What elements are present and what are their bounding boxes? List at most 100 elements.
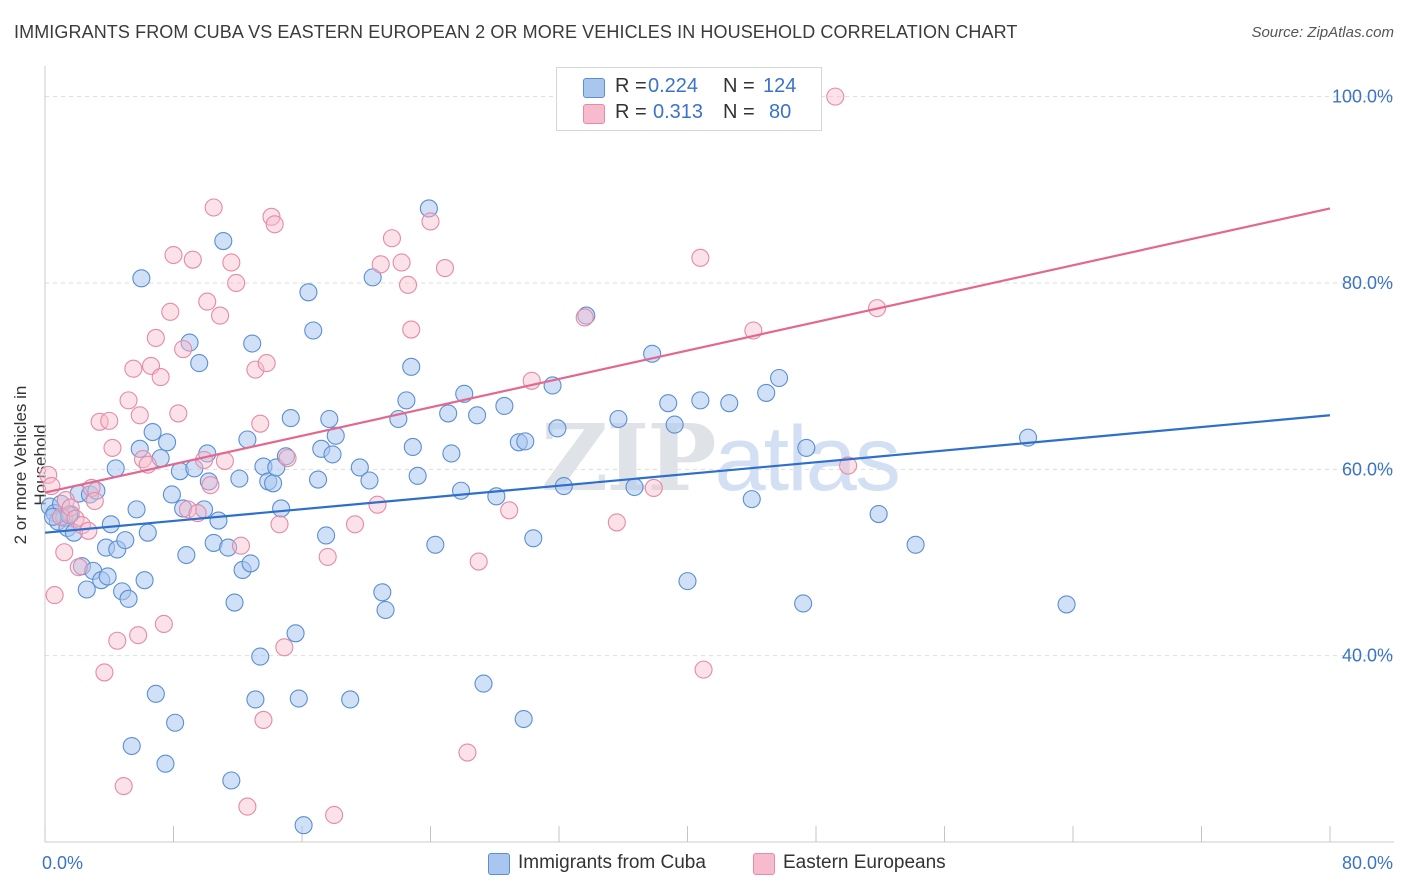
data-point-cuba xyxy=(135,571,154,590)
data-point-eastern-europeans xyxy=(146,328,165,347)
data-point-eastern-europeans xyxy=(119,391,138,410)
data-point-eastern-europeans xyxy=(500,501,519,520)
data-point-cuba xyxy=(524,529,543,548)
y-tick-label: 80.0% xyxy=(1342,273,1393,293)
data-point-cuba xyxy=(209,511,228,530)
data-point-eastern-europeans xyxy=(575,308,594,327)
data-point-cuba xyxy=(127,500,146,519)
data-point-cuba xyxy=(190,354,209,373)
data-point-eastern-europeans xyxy=(164,245,183,265)
data-point-cuba xyxy=(299,283,318,302)
legend-swatch-blue xyxy=(488,853,510,875)
data-point-eastern-europeans xyxy=(270,515,289,534)
legend-swatch-pink xyxy=(753,853,775,875)
data-point-cuba xyxy=(408,466,427,485)
data-point-cuba xyxy=(101,515,120,534)
data-point-cuba xyxy=(156,754,175,773)
data-point-eastern-europeans xyxy=(644,478,663,498)
x-tick-label: 0.0% xyxy=(42,853,83,873)
data-point-cuba xyxy=(286,624,305,643)
data-point-eastern-europeans xyxy=(392,253,411,272)
n-value: 124 xyxy=(763,75,797,97)
data-point-eastern-europeans xyxy=(204,198,223,217)
data-point-eastern-europeans xyxy=(108,631,127,650)
data-point-cuba xyxy=(272,499,291,518)
data-point-eastern-europeans xyxy=(607,513,626,532)
data-point-eastern-europeans xyxy=(458,743,477,762)
n-label: N = xyxy=(723,101,755,123)
data-point-eastern-europeans xyxy=(382,229,402,248)
data-point-eastern-europeans xyxy=(61,498,80,517)
data-point-cuba xyxy=(439,404,458,423)
data-point-cuba xyxy=(138,523,157,542)
data-point-cuba xyxy=(214,231,233,251)
data-point-eastern-europeans xyxy=(265,215,284,234)
r-label: R = xyxy=(615,75,647,97)
data-point-cuba xyxy=(797,438,816,457)
data-point-eastern-europeans xyxy=(435,259,455,278)
data-point-cuba xyxy=(514,709,533,729)
data-point-cuba xyxy=(143,422,162,442)
data-point-cuba xyxy=(225,593,244,612)
data-point-eastern-europeans xyxy=(371,255,390,274)
y-tick-labels: 40.0% 60.0% 80.0% 100.0% xyxy=(1332,87,1393,666)
data-point-cuba xyxy=(516,432,535,451)
stats-legend: R = 0.224 N = 124 R = 0.313 N = 80 xyxy=(556,67,822,131)
data-point-eastern-europeans xyxy=(254,710,273,729)
data-point-eastern-europeans xyxy=(694,660,713,679)
data-point-cuba xyxy=(246,690,265,709)
data-point-eastern-europeans xyxy=(325,805,344,825)
data-point-eastern-europeans xyxy=(194,450,214,470)
data-point-eastern-europeans xyxy=(275,638,294,657)
data-point-cuba xyxy=(770,368,789,388)
data-point-eastern-europeans xyxy=(161,302,180,321)
n-label: N = xyxy=(723,75,755,97)
data-point-eastern-europeans xyxy=(826,87,845,106)
data-point-eastern-europeans xyxy=(238,797,257,816)
data-point-eastern-europeans xyxy=(169,404,188,423)
data-point-cuba xyxy=(294,816,313,835)
data-point-cuba xyxy=(678,572,697,591)
data-point-cuba xyxy=(373,583,392,602)
data-point-eastern-europeans xyxy=(368,495,387,514)
y-tick-label: 100.0% xyxy=(1332,87,1393,107)
data-point-cuba xyxy=(281,409,300,428)
x-tick-labels: 0.0% 80.0% xyxy=(42,853,1393,873)
data-point-eastern-europeans xyxy=(79,521,98,540)
data-point-eastern-europeans xyxy=(222,253,241,272)
data-point-eastern-europeans xyxy=(100,411,119,430)
data-point-eastern-europeans xyxy=(318,547,337,566)
data-point-cuba xyxy=(317,526,336,545)
data-point-cuba xyxy=(1057,595,1076,614)
data-point-cuba xyxy=(757,383,776,402)
data-point-cuba xyxy=(474,674,493,693)
data-point-cuba xyxy=(341,690,360,709)
data-point-cuba xyxy=(794,594,813,613)
data-point-eastern-europeans xyxy=(345,515,365,534)
data-point-eastern-europeans xyxy=(151,368,170,387)
data-point-eastern-europeans xyxy=(211,306,230,325)
data-point-cuba xyxy=(442,444,461,463)
data-point-cuba xyxy=(720,394,739,413)
data-point-eastern-europeans xyxy=(183,250,202,269)
data-point-cuba xyxy=(403,437,422,457)
data-point-cuba xyxy=(98,567,117,586)
data-point-eastern-europeans xyxy=(45,586,64,605)
data-point-cuba xyxy=(320,409,339,429)
data-point-eastern-europeans xyxy=(402,320,421,339)
data-point-cuba xyxy=(116,531,135,550)
data-point-eastern-europeans xyxy=(129,626,148,645)
data-point-eastern-europeans xyxy=(178,500,198,519)
data-point-eastern-europeans xyxy=(154,614,173,634)
legend-label: Eastern Europeans xyxy=(783,852,946,873)
data-point-eastern-europeans xyxy=(130,406,149,425)
data-point-cuba xyxy=(264,474,283,493)
data-point-cuba xyxy=(241,554,260,573)
data-point-cuba xyxy=(180,333,199,352)
data-point-eastern-europeans xyxy=(114,777,133,796)
legend-label: Immigrants from Cuba xyxy=(518,852,706,873)
data-point-cuba xyxy=(691,391,710,410)
data-point-cuba xyxy=(230,469,249,488)
n-value: 80 xyxy=(769,101,792,123)
